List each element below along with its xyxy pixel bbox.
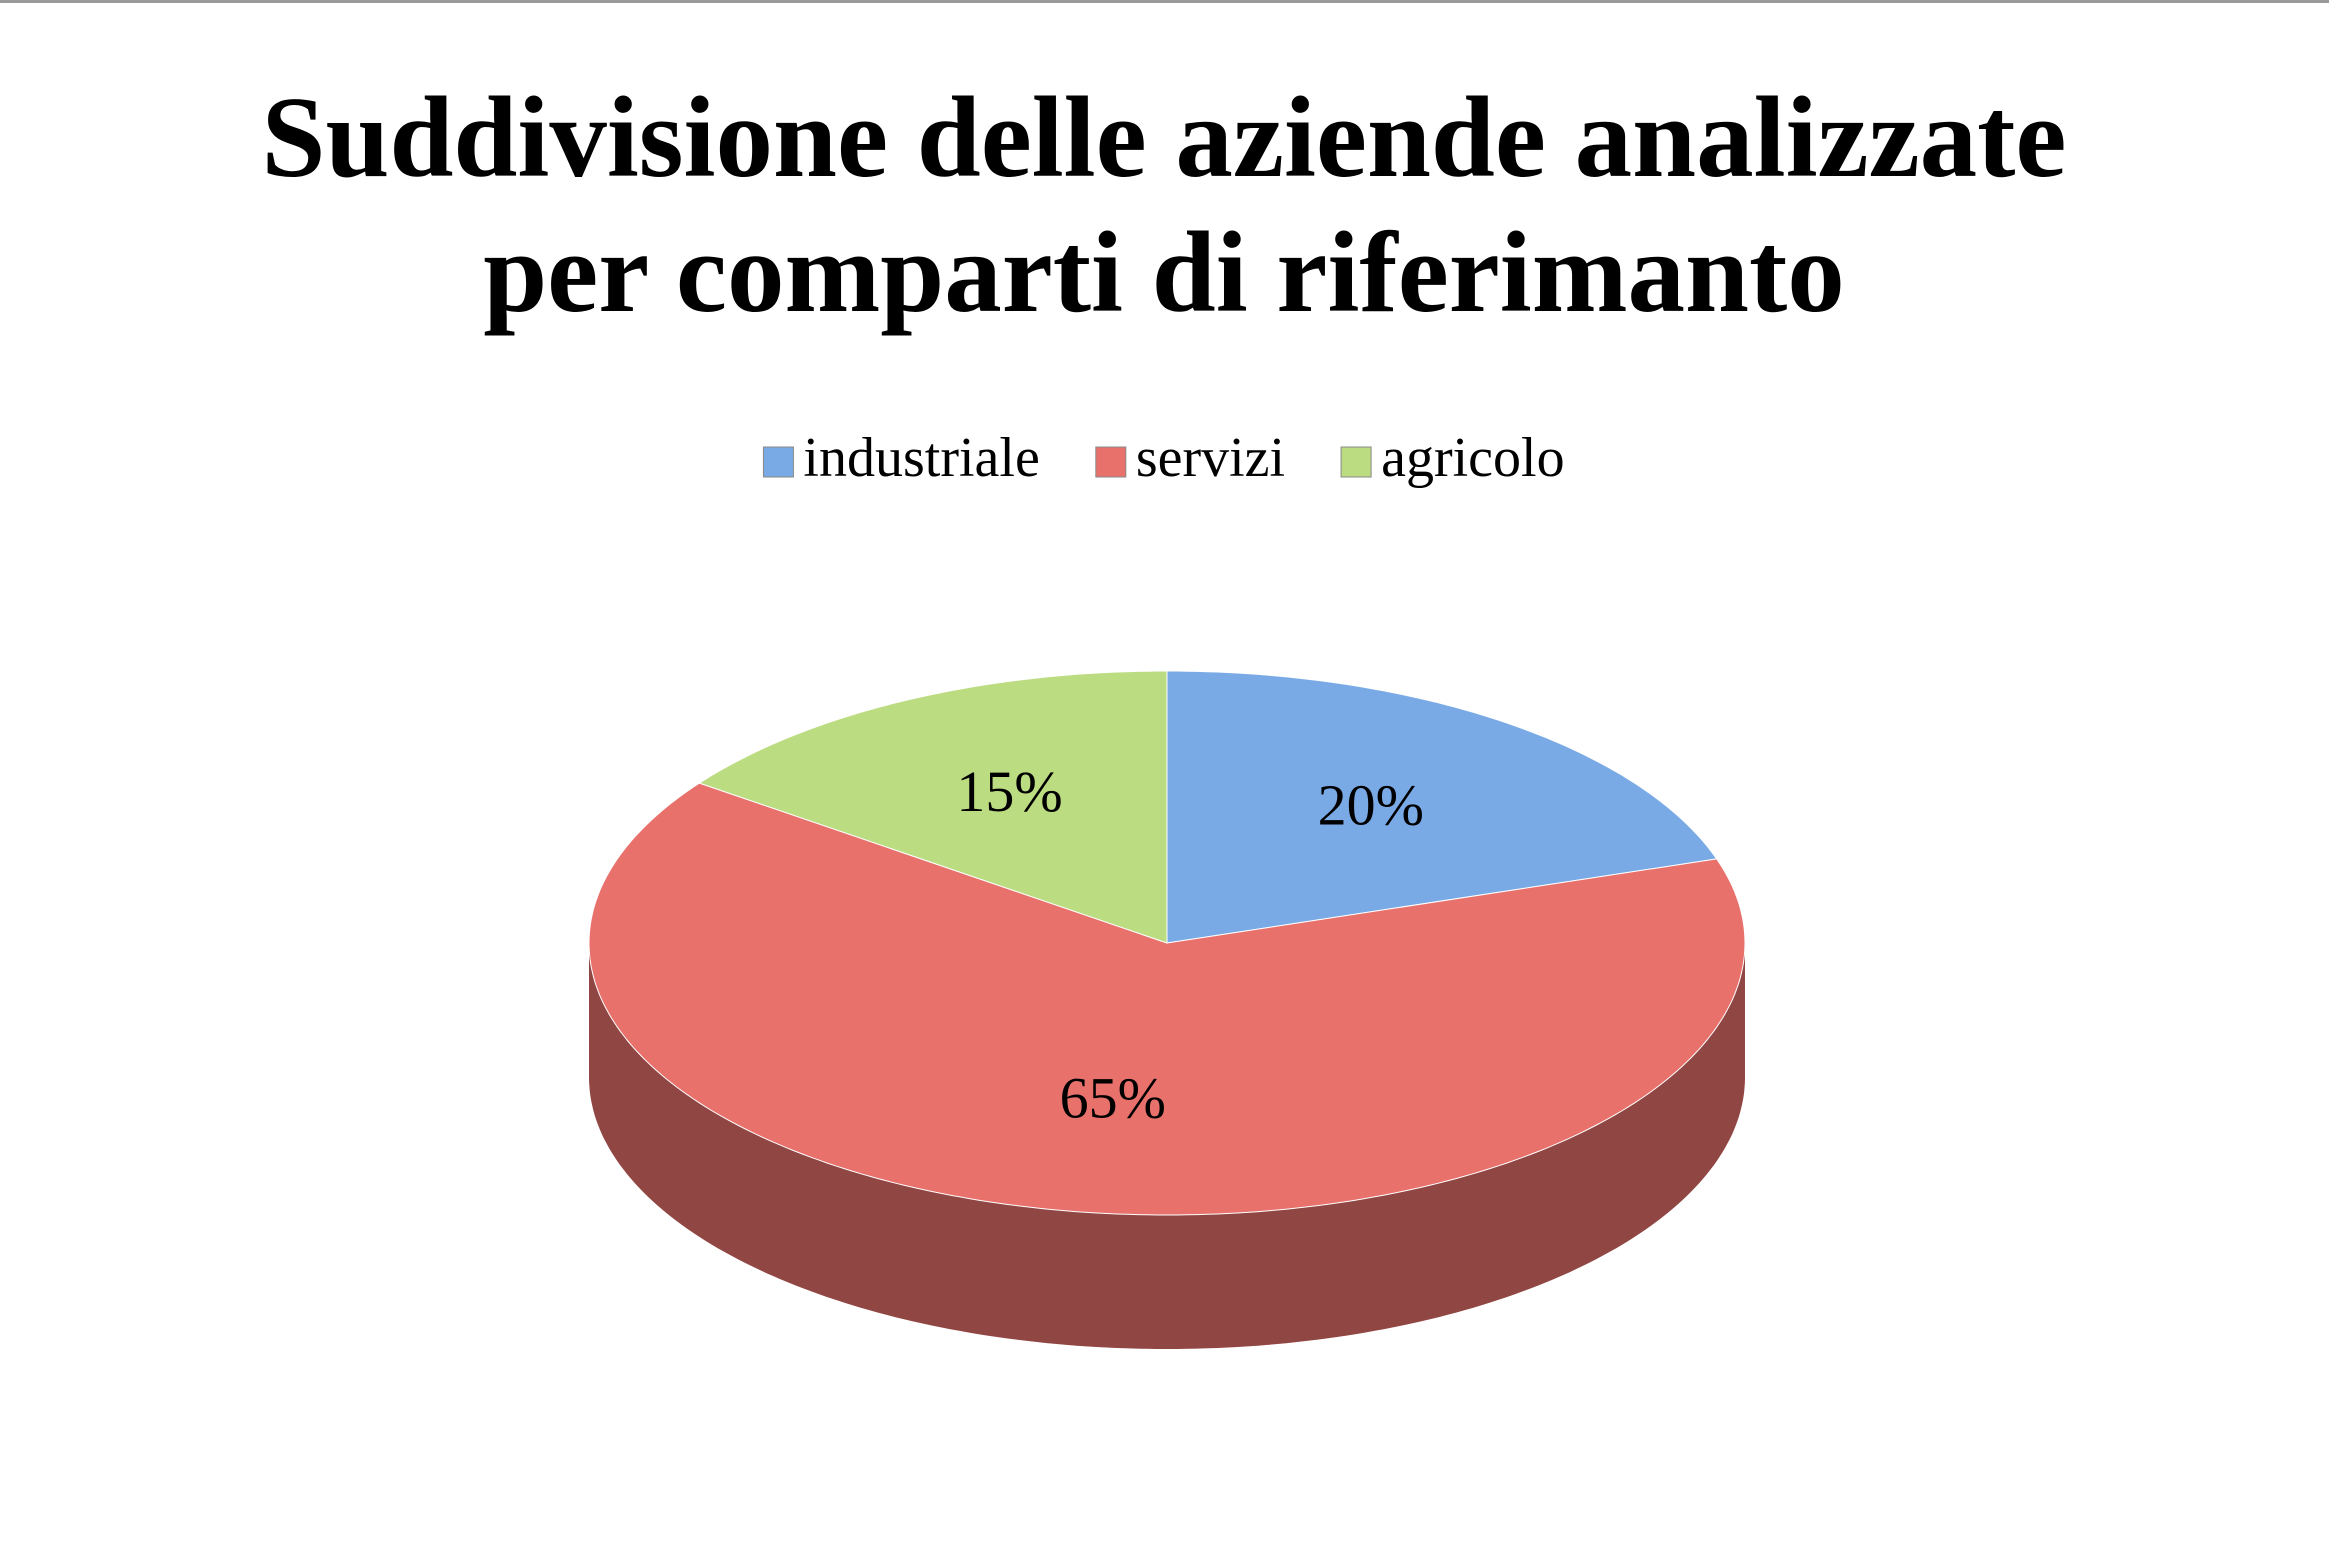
legend-swatch <box>762 446 794 478</box>
legend-label: industriale <box>803 427 1039 489</box>
data-label: 20% <box>1318 772 1424 837</box>
chart-title: Suddivisione delle aziende analizzate pe… <box>261 74 2067 336</box>
legend-swatch <box>1340 446 1372 478</box>
legend-label: servizi <box>1136 427 1285 489</box>
data-label: 65% <box>1060 1066 1166 1131</box>
legend-label: agricolo <box>1381 427 1564 489</box>
top-border <box>0 0 2329 3</box>
slice <box>588 782 1746 1216</box>
data-label: 15% <box>956 759 1062 824</box>
slice <box>1166 670 1718 944</box>
slice <box>698 670 1168 944</box>
legend-swatch <box>1095 446 1127 478</box>
slice-side-shade <box>589 943 1745 1349</box>
slice-side <box>589 943 1745 1349</box>
